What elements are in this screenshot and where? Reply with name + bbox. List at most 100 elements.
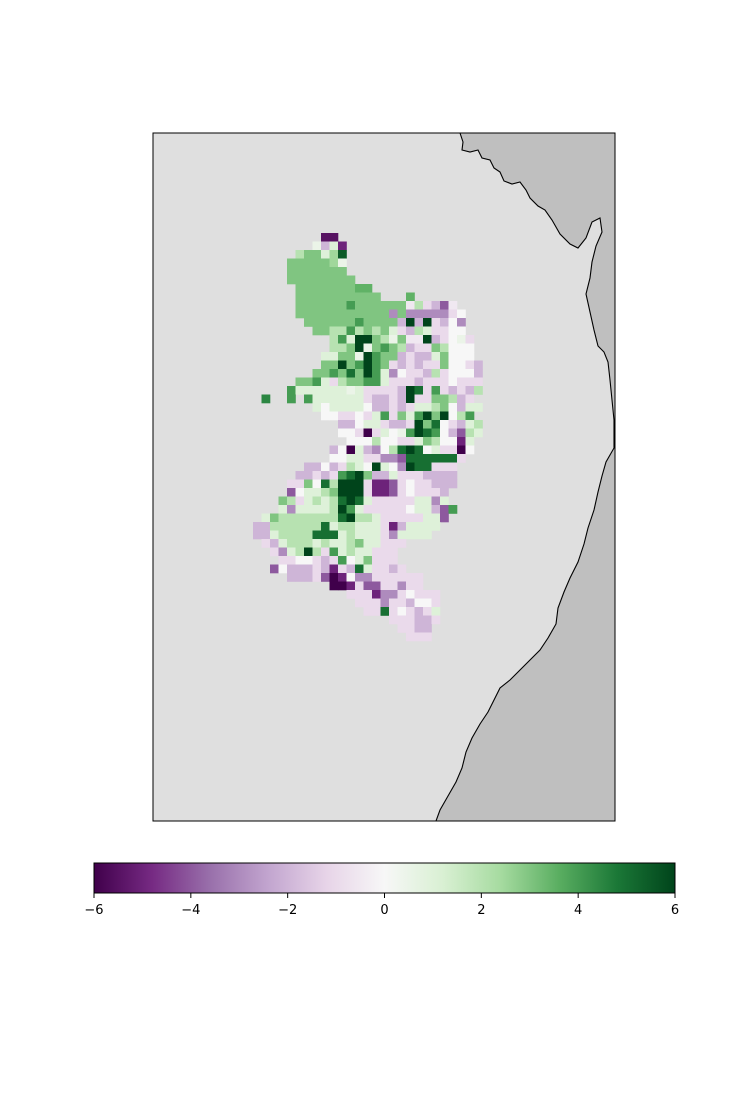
heatmap-cell [457,326,466,336]
heatmap-cell [423,522,432,531]
heatmap-cell [397,615,407,625]
heatmap-cell [406,505,415,514]
heatmap-cell [338,318,347,327]
heatmap-cell [423,505,432,514]
heatmap-cell [423,428,432,438]
heatmap-cell [346,326,356,336]
heatmap-cell [431,428,441,438]
heatmap-cell [321,250,330,259]
heatmap-cell [380,428,390,438]
heatmap-cell [372,403,381,412]
heatmap-cell [406,394,415,404]
heatmap-cell [270,539,279,548]
heatmap-cell [423,590,432,599]
heatmap-cell [397,624,407,633]
heatmap-cell [287,539,296,548]
heatmap-cell [346,564,356,574]
heatmap-cell [338,394,347,404]
heatmap-cell [287,386,296,395]
heatmap-cell [423,624,432,633]
heatmap-cell [355,394,364,404]
heatmap-cell [346,377,356,387]
heatmap-cell [389,386,398,395]
heatmap-cell [346,335,356,344]
heatmap-cell [431,615,441,625]
heatmap-cell [295,267,305,276]
heatmap-cell [406,632,415,642]
heatmap-cell [329,318,339,327]
heatmap-cell [312,479,322,489]
heatmap-cell [372,437,381,446]
colorbar-tick-label: 6 [671,903,679,918]
heatmap-cell [414,624,424,633]
heatmap-cell [389,522,398,531]
heatmap-cell [389,377,398,387]
heatmap-cell [338,564,347,574]
heatmap-cell [363,479,373,489]
heatmap-cell [423,403,432,412]
heatmap-cell [414,632,424,642]
heatmap-cell [363,386,373,395]
heatmap-cell [312,403,322,412]
heatmap-cell [397,360,407,370]
heatmap-cell [423,335,432,344]
heatmap-cell [406,445,415,455]
heatmap-cell [389,479,398,489]
heatmap-cell [389,335,398,344]
heatmap-cell [304,513,313,523]
heatmap-cell [406,522,415,531]
heatmap-cell [355,513,364,523]
heatmap-cell [380,598,390,608]
heatmap-cell [338,309,347,319]
heatmap-cell [278,556,288,565]
heatmap-cell [312,326,322,336]
heatmap-cell [389,428,398,438]
heatmap-cell [321,530,330,540]
heatmap-cell [287,547,296,557]
heatmap-cell [474,369,483,378]
heatmap-cell [448,326,458,336]
heatmap-cell [431,607,441,616]
heatmap-cell [389,394,398,404]
heatmap-cell [431,454,441,463]
heatmap-cell [372,326,381,336]
heatmap-cell [389,360,398,370]
coastline [435,133,615,821]
heatmap-cell [338,386,347,395]
heatmap-cell [380,369,390,378]
heatmap-cell [372,369,381,378]
heatmap-cell [406,318,415,327]
heatmap-cell [363,488,373,497]
heatmap-cell [329,471,339,480]
heatmap-cell [423,301,432,310]
heatmap-cell [372,598,381,608]
heatmap-cell [355,547,364,557]
heatmap-cell [414,454,424,463]
heatmap-cell [397,462,407,472]
heatmap-cell [431,462,441,472]
heatmap-cell [304,267,313,276]
heatmap-cell [448,377,458,387]
heatmap-cell [372,428,381,438]
heatmap-cell [346,301,356,310]
colorbar-tick-label: 2 [477,903,485,918]
heatmap-cell [389,318,398,327]
heatmap-cell [329,573,339,582]
heatmap-cell [372,513,381,523]
heatmap-cell [295,275,305,285]
heatmap-cell [261,530,271,540]
heatmap-cell [372,471,381,480]
heatmap-cell [372,309,381,319]
heatmap-cell [278,547,288,557]
heatmap-cell [278,564,288,574]
heatmap-cell [346,309,356,319]
heatmap-cell [372,318,381,327]
heatmap-cell [338,471,347,480]
heatmap-cell [355,369,364,378]
heatmap-cell [380,530,390,540]
heatmap-cell [440,505,449,514]
heatmap-cell [389,513,398,523]
heatmap-cell [355,479,364,489]
heatmap-cell [287,394,296,404]
heatmap-cell [346,428,356,438]
